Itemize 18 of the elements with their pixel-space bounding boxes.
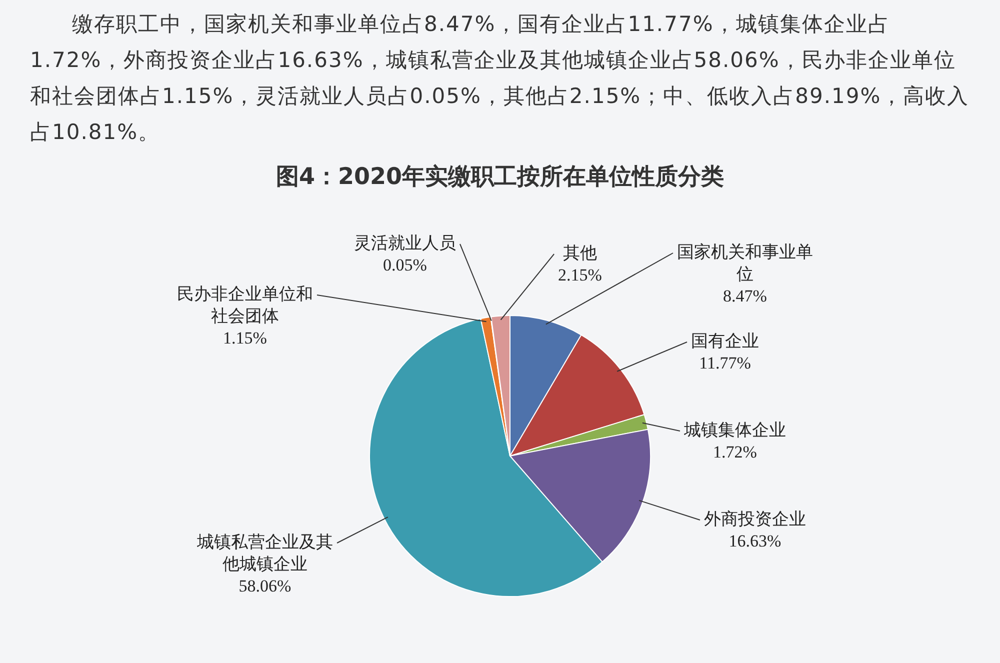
data-label: 1.15% (223, 328, 267, 348)
slice-label: 城镇集体企业 (683, 420, 786, 440)
slice-label: 其他 (563, 243, 597, 262)
slice-label: 民办非企业单位和社会团体 (177, 284, 313, 326)
slice-label: 国家机关和事业单位 (677, 242, 813, 284)
slice-label: 城镇私营企业及其他城镇企业 (196, 532, 333, 574)
data-label: 1.72% (713, 442, 757, 462)
data-label: 11.77% (699, 353, 751, 372)
slice-label: 灵活就业人员 (354, 233, 456, 252)
data-label: 16.63% (728, 531, 782, 550)
data-label: 58.06% (238, 576, 292, 596)
data-label: 0.05% (383, 255, 427, 274)
data-label: 2.15% (558, 265, 602, 284)
chart-title: 图4：2020年实缴职工按所在单位性质分类 (274, 163, 726, 192)
text: 缴存职工中，国家机关和事业单位占8.47%，国有企业占11.77%，城镇集体企业占1.72%，外商投资企业占16.63%，城镇私营企业及其他城镇企业占58.06%，民办非企业单位和社会团体占1.15%，灵活就业人员占0.05%，其他占2.15%；中、低收入占89.19%，高收入占10.81%。 (29, 11, 970, 146)
slice-label: 外商投资企业 (704, 509, 806, 528)
data-label: 8.47% (723, 286, 767, 306)
slice-label: 国有企业 (691, 331, 759, 350)
